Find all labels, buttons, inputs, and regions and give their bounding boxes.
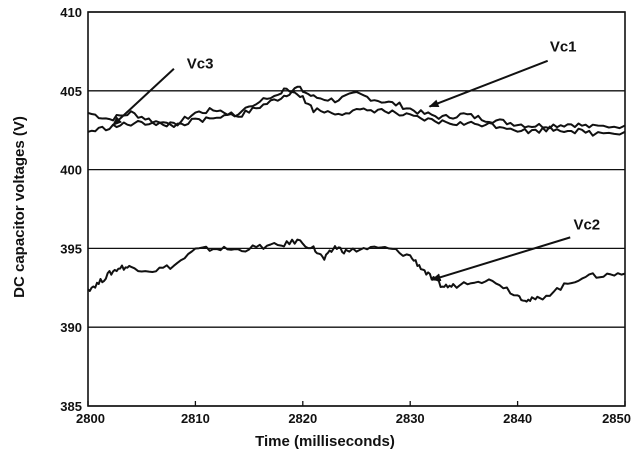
y-tick-labels: 385 390 395 400 405 410 [60,5,82,414]
annotation-vc2: Vc2 [573,216,600,233]
y-axis-label: DC capacitor voltages (V) [11,116,28,298]
annotation-vc1: Vc1 [550,38,577,55]
y-tick-label: 405 [60,84,82,99]
grid-lines [87,11,626,407]
x-tick-label: 2820 [288,411,317,426]
annotation-vc3: Vc3 [187,56,214,73]
y-tick-label: 395 [60,241,82,256]
x-tick-labels: 2800 2810 2820 2830 2840 2850 [76,411,631,426]
x-tick-label: 2810 [181,411,210,426]
x-axis-label: Time (milliseconds) [255,433,395,450]
plot-frame [87,11,626,407]
x-tick-label: 2830 [396,411,425,426]
series-line-vc2 [87,238,626,303]
y-tick-label: 385 [60,399,82,414]
y-tick-label: 410 [60,5,82,20]
x-tick-label: 2800 [76,411,105,426]
annotation-arrows [111,59,571,282]
series-line-vc3 [87,87,626,137]
y-tick-label: 400 [60,163,82,178]
y-tick-label: 390 [60,320,82,335]
x-tick-label: 2850 [602,411,631,426]
series-lines [87,85,626,303]
arrow-vc3 [111,68,175,127]
arrow-vc2 [430,236,571,282]
series-line-vc1 [87,85,626,130]
annotation-labels: Vc1 Vc2 Vc3 [187,38,600,233]
x-tick-label: 2840 [503,411,532,426]
arrow-vc1 [428,59,549,108]
